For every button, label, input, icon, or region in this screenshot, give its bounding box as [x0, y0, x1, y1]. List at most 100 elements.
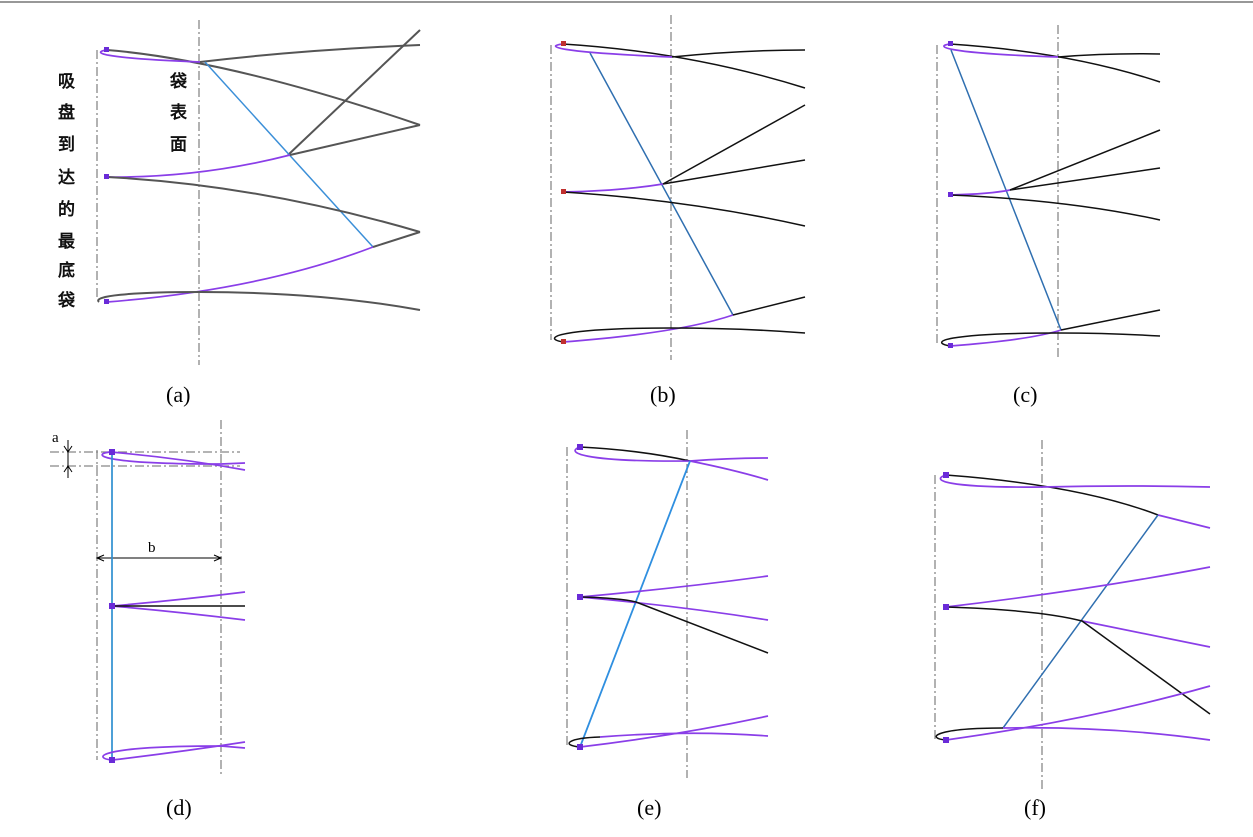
point — [943, 737, 949, 743]
panel-a: 吸 盘 到 达 的 最 底 袋 袋 表 面 (a) — [57, 20, 421, 407]
dimension-arrows — [95, 554, 223, 562]
bag-edge — [945, 474, 1159, 516]
bag-edge — [935, 727, 1004, 741]
bag-curve — [579, 715, 769, 748]
bag-edge — [1060, 309, 1161, 331]
suction-trajectory — [579, 460, 691, 748]
point — [577, 744, 583, 750]
point — [943, 472, 949, 478]
bag-edge — [568, 736, 601, 748]
bag-edge — [940, 332, 1161, 347]
label-char: 袋 — [57, 290, 76, 311]
point — [577, 594, 583, 600]
bag-edge — [949, 43, 1161, 83]
bag-curve — [562, 314, 734, 343]
bag-curve — [102, 745, 246, 761]
point — [104, 174, 109, 179]
bag-curve — [109, 451, 246, 471]
suction-trajectory — [1002, 514, 1159, 729]
point — [109, 603, 115, 609]
bag-edge — [579, 446, 691, 462]
bag-curve — [949, 329, 1062, 347]
label-char: 吸 — [58, 72, 76, 92]
point — [948, 41, 953, 46]
point — [104, 299, 109, 304]
point — [561, 339, 566, 344]
bag-curve — [599, 732, 769, 738]
bag-curve — [943, 43, 1059, 58]
point — [561, 41, 566, 46]
label-char: 表 — [170, 102, 188, 123]
point — [104, 47, 109, 52]
panel-c: (c) — [936, 25, 1161, 407]
panel-b: (b) — [550, 15, 806, 407]
bag-curve — [945, 685, 1211, 741]
caption-d: (d) — [166, 795, 192, 820]
bag-curve — [945, 566, 1211, 608]
dimension-b-label: b — [148, 540, 156, 556]
label-char: 底 — [58, 260, 75, 281]
bag-edge — [732, 296, 806, 316]
bag-curve — [1081, 620, 1211, 648]
bag-edge — [1009, 129, 1161, 191]
bag-curve — [1002, 726, 1211, 741]
caption-c: (c) — [1013, 382, 1037, 407]
bag-edge — [945, 606, 1211, 715]
label-bag-surface: 袋 表 面 — [169, 71, 188, 155]
point — [948, 192, 953, 197]
bag-curve — [111, 591, 246, 607]
bag-edge — [289, 124, 421, 156]
bag-curve — [554, 43, 673, 58]
bag-edge — [106, 49, 421, 126]
bag-edge — [562, 43, 806, 89]
bag-curve — [111, 605, 246, 621]
panel-d: a b (d) — [50, 420, 246, 820]
point — [577, 444, 583, 450]
bag-curve — [106, 154, 291, 178]
bag-edge — [671, 49, 806, 58]
bag-curve — [562, 183, 664, 193]
bag-edge — [553, 327, 806, 343]
bag-curve — [949, 189, 1011, 196]
bag-curve — [689, 460, 769, 481]
bag-edge — [1057, 53, 1161, 58]
bag-curve — [939, 474, 1211, 488]
point — [943, 604, 949, 610]
bag-curve — [579, 575, 769, 598]
point — [561, 189, 566, 194]
bag-curve — [101, 451, 246, 465]
bag-edge — [106, 176, 421, 233]
bag-edge — [949, 194, 1161, 221]
bag-edge — [662, 159, 806, 185]
bag-edge — [662, 104, 806, 185]
label-char: 最 — [58, 232, 76, 252]
bag-edge — [199, 44, 421, 63]
caption-a: (a) — [166, 382, 190, 407]
bag-edge — [1009, 167, 1161, 191]
bag-curve — [574, 446, 769, 462]
dimension-a-label: a — [52, 430, 59, 446]
bag-curve — [1157, 514, 1211, 529]
bag-edge — [579, 596, 769, 654]
bag-curve — [111, 741, 246, 761]
bag-edge — [97, 290, 421, 311]
point — [109, 757, 115, 763]
label-lowest-bag: 吸 盘 到 达 的 最 底 袋 — [57, 72, 76, 311]
label-char: 面 — [170, 135, 187, 155]
bag-edge — [287, 29, 421, 156]
bag-curve — [99, 49, 201, 63]
label-char: 袋 — [169, 71, 188, 92]
label-char: 到 — [58, 135, 75, 155]
label-char: 的 — [58, 199, 75, 220]
label-char: 盘 — [58, 102, 75, 123]
panel-f: (f) — [934, 440, 1211, 820]
caption-e: (e) — [637, 795, 661, 820]
caption-b: (b) — [650, 382, 676, 407]
point — [948, 343, 953, 348]
bag-curve — [106, 246, 374, 303]
point — [109, 449, 115, 455]
bag-curve — [579, 596, 769, 621]
dimension-arrows — [63, 445, 73, 473]
bag-edge — [562, 191, 806, 227]
